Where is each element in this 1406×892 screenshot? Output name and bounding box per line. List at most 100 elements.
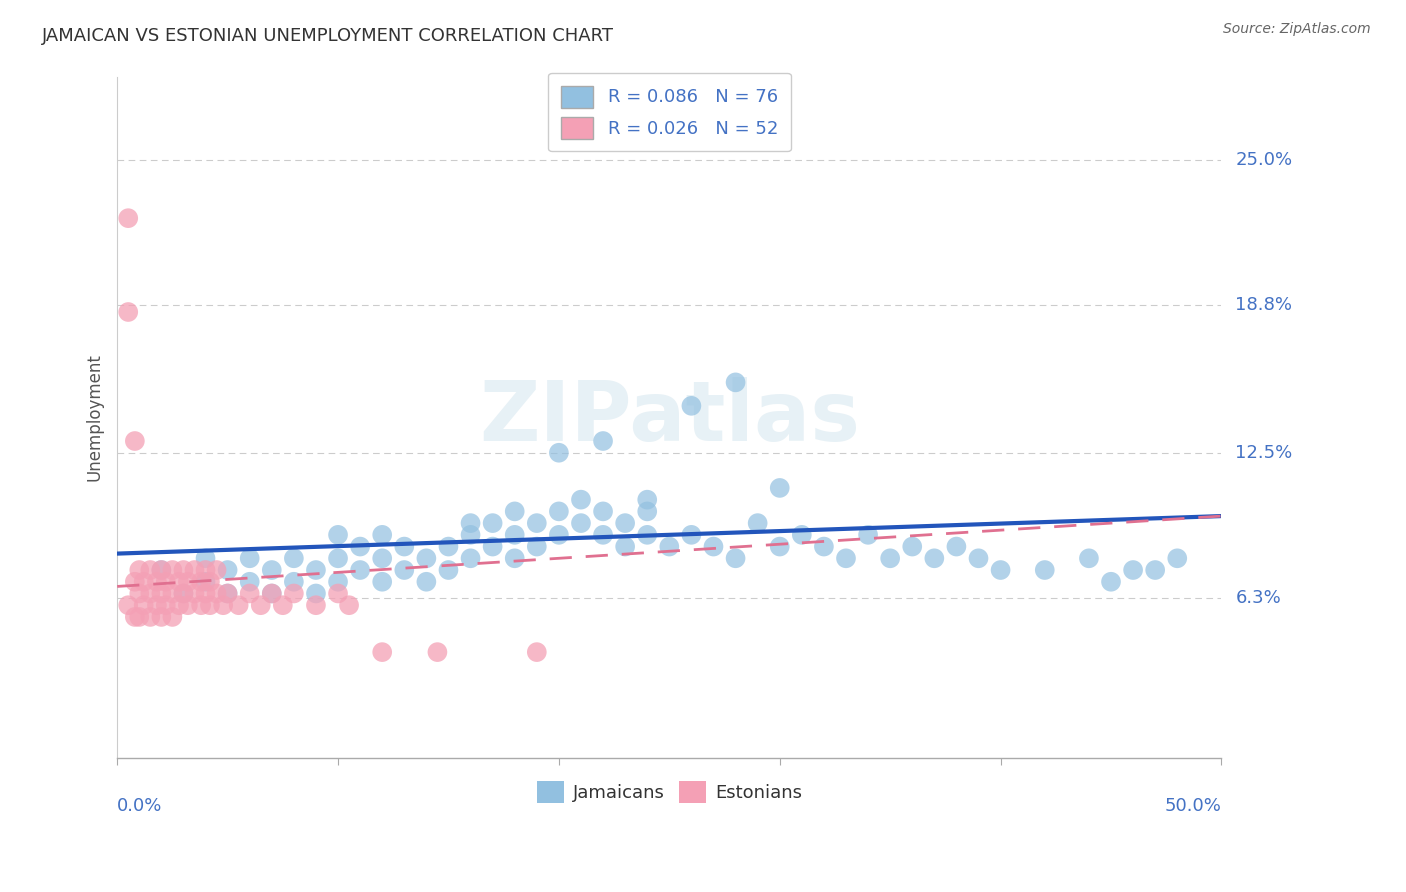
Point [636,528,658,542]
Point [128,586,150,600]
Point [117,211,139,226]
Point [260,586,283,600]
Point [217,586,239,600]
Point [150,610,173,624]
Point [217,563,239,577]
Point [283,574,305,589]
Point [190,574,212,589]
Point [813,540,835,554]
Point [503,504,526,518]
Point [260,563,283,577]
Point [271,598,294,612]
Point [879,551,901,566]
Point [592,528,614,542]
Point [460,528,482,542]
Point [326,528,349,542]
Point [162,610,184,624]
Point [503,551,526,566]
Point [681,528,703,542]
Point [146,574,169,589]
Point [592,504,614,518]
Point [172,586,194,600]
Point [172,586,194,600]
Point [371,528,394,542]
Point [205,563,228,577]
Point [1144,563,1167,577]
Point [548,446,571,460]
Point [132,574,155,589]
Text: 0.0%: 0.0% [117,797,163,814]
Point [305,598,328,612]
Point [636,504,658,518]
Point [124,574,146,589]
Point [132,598,155,612]
Point [194,586,217,600]
Point [394,540,416,554]
Text: 25.0%: 25.0% [1236,151,1292,169]
Text: ZIPatlas: ZIPatlas [479,377,860,458]
Point [371,645,394,659]
Point [724,551,747,566]
Point [326,586,349,600]
Point [128,610,150,624]
Point [1077,551,1099,566]
Y-axis label: Unemployment: Unemployment [86,353,103,482]
Point [681,399,703,413]
Point [526,645,548,659]
Point [481,540,503,554]
Point [155,598,177,612]
Text: JAMAICAN VS ESTONIAN UNEMPLOYMENT CORRELATION CHART: JAMAICAN VS ESTONIAN UNEMPLOYMENT CORREL… [42,27,614,45]
Point [198,574,221,589]
Point [526,516,548,530]
Point [167,598,190,612]
Point [569,516,592,530]
Point [305,586,328,600]
Point [260,586,283,600]
Point [945,540,967,554]
Point [747,516,769,530]
Point [239,574,262,589]
Text: 12.5%: 12.5% [1236,443,1292,462]
Point [249,598,271,612]
Point [239,586,262,600]
Point [150,563,173,577]
Point [415,551,437,566]
Point [194,563,217,577]
Point [658,540,681,554]
Point [162,563,184,577]
Point [1099,574,1122,589]
Point [702,540,724,554]
Point [139,586,162,600]
Point [283,586,305,600]
Point [526,540,548,554]
Point [337,598,360,612]
Point [1166,551,1188,566]
Point [172,563,194,577]
Point [183,586,205,600]
Point [183,563,205,577]
Point [967,551,990,566]
Point [924,551,946,566]
Point [162,586,184,600]
Point [117,305,139,319]
Point [305,563,328,577]
Point [769,481,792,495]
Point [228,598,250,612]
Point [167,574,190,589]
Text: Source: ZipAtlas.com: Source: ZipAtlas.com [1223,22,1371,37]
Point [124,434,146,448]
Point [128,563,150,577]
Legend: Jamaicans, Estonians: Jamaicans, Estonians [529,773,810,810]
Point [139,563,162,577]
Point [790,528,813,542]
Point [349,540,371,554]
Point [481,516,503,530]
Point [212,598,235,612]
Point [326,574,349,589]
Point [437,563,460,577]
Point [769,540,792,554]
Point [548,528,571,542]
Point [177,574,200,589]
Point [415,574,437,589]
Point [326,551,349,566]
